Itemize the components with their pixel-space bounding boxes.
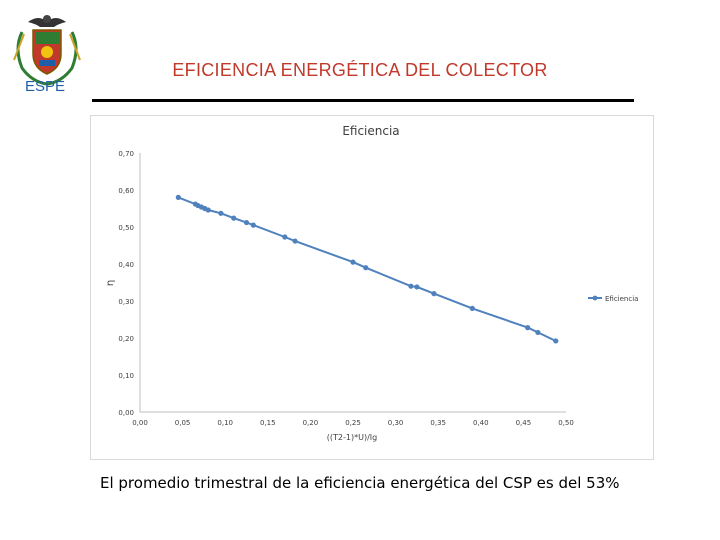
y-tick-label: 0,00: [118, 409, 134, 417]
data-point: [175, 194, 181, 200]
data-point: [553, 338, 559, 344]
legend-swatch-marker: [592, 295, 598, 301]
y-tick-label: 0,10: [118, 372, 134, 380]
title-underline: [92, 99, 634, 102]
data-point: [205, 207, 211, 213]
x-tick-label: 0,10: [217, 419, 233, 427]
data-point: [218, 210, 224, 216]
y-tick-label: 0,50: [118, 224, 134, 232]
x-tick-label: 0,50: [558, 419, 574, 427]
y-tick-label: 0,30: [118, 298, 134, 306]
x-tick-label: 0,40: [473, 419, 489, 427]
data-point: [535, 329, 541, 336]
x-tick-label: 0,45: [516, 419, 532, 427]
slide-title: EFICIENCIA ENERGÉTICA DEL COLECTOR: [172, 60, 548, 80]
data-point: [414, 284, 420, 290]
data-point: [231, 215, 237, 221]
y-tick-label: 0,70: [118, 150, 134, 158]
caption-text: El promedio trimestral de la eficiencia …: [100, 474, 620, 492]
chart-title: Eficiencia: [342, 124, 399, 138]
x-tick-label: 0,35: [430, 419, 446, 427]
y-tick-label: 0,20: [118, 335, 134, 343]
data-point: [431, 291, 437, 297]
y-tick-label: 0,40: [118, 261, 134, 269]
data-point: [292, 238, 298, 244]
efficiency-chart: Eficiencia η ((T2-1)*U)/Ig 0,00 0,10 0,20 0…: [105, 124, 638, 442]
y-tick-label: 0,60: [118, 187, 134, 195]
data-point: [243, 219, 250, 226]
x-tick-label: 0,20: [303, 419, 319, 427]
x-tick-label: 0,00: [132, 419, 148, 427]
espe-logo: [6, 8, 88, 100]
x-tick-label: 0,25: [345, 419, 361, 427]
data-point: [469, 305, 475, 311]
x-tick-label: 0,15: [260, 419, 276, 427]
x-tick-label: 0,30: [388, 419, 404, 427]
data-point: [282, 234, 288, 240]
data-point: [250, 222, 256, 228]
logo-text: ESPE: [25, 78, 66, 95]
data-point: [363, 265, 369, 271]
x-axis-label: ((T2-1)*U)/Ig: [327, 433, 377, 442]
coat-of-arms-icon: [13, 15, 81, 86]
chart-frame: [90, 115, 654, 460]
y-axis-label: η: [105, 280, 116, 286]
legend-label: Eficiencia: [605, 295, 638, 303]
data-point: [525, 325, 531, 331]
data-point: [408, 283, 414, 289]
data-point: [350, 259, 356, 265]
x-tick-label: 0,05: [175, 419, 191, 427]
